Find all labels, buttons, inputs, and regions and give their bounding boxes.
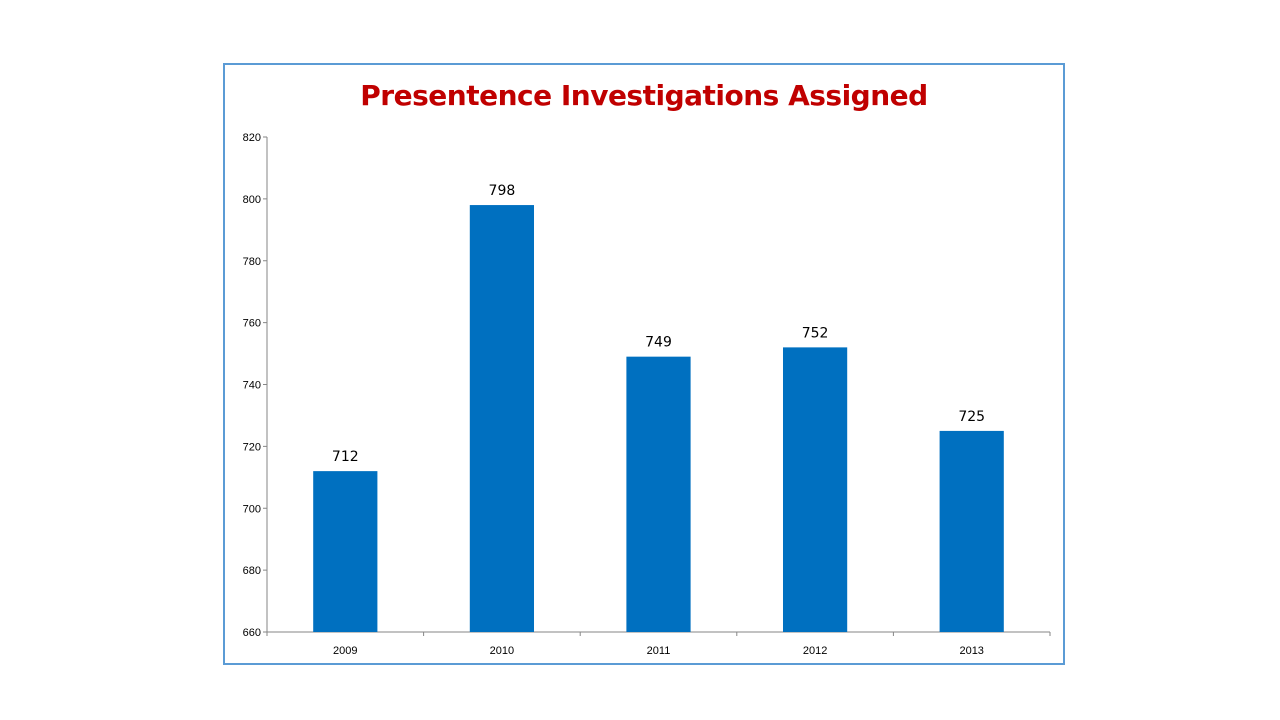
y-tick-label: 820: [243, 132, 261, 144]
chart-frame: Presentence Investigations Assigned 660 6…: [223, 63, 1065, 665]
bar-2010: [469, 205, 535, 632]
y-tick-label: 740: [243, 380, 261, 392]
data-label: 712: [332, 449, 359, 465]
y-tick-label: 780: [243, 256, 261, 268]
x-tick-label: 2011: [647, 645, 671, 657]
data-label: 749: [645, 335, 672, 351]
data-label: 725: [958, 409, 985, 425]
y-tick-label: 720: [243, 441, 261, 453]
bar-2012: [782, 347, 848, 632]
bar-2009: [313, 471, 378, 632]
y-tick-label: 800: [243, 194, 261, 206]
bar-2013: [939, 430, 1004, 632]
y-tick-label: 660: [243, 627, 261, 639]
y-tick-label: 700: [243, 503, 261, 515]
chart-title: Presentence Investigations Assigned: [360, 79, 928, 112]
bar-chart: 660 680 700 720 740 760 780 800 820 712 2009 798 201…: [243, 132, 1051, 657]
x-tick-label: 2012: [803, 645, 827, 657]
y-tick-label: 680: [243, 565, 261, 577]
y-tick-label: 760: [243, 318, 261, 330]
data-label: 752: [802, 325, 829, 341]
bar-2011: [626, 356, 691, 632]
data-label: 798: [489, 183, 516, 199]
x-tick-label: 2009: [333, 645, 357, 657]
x-tick-label: 2013: [959, 645, 983, 657]
x-tick-label: 2010: [490, 645, 514, 657]
